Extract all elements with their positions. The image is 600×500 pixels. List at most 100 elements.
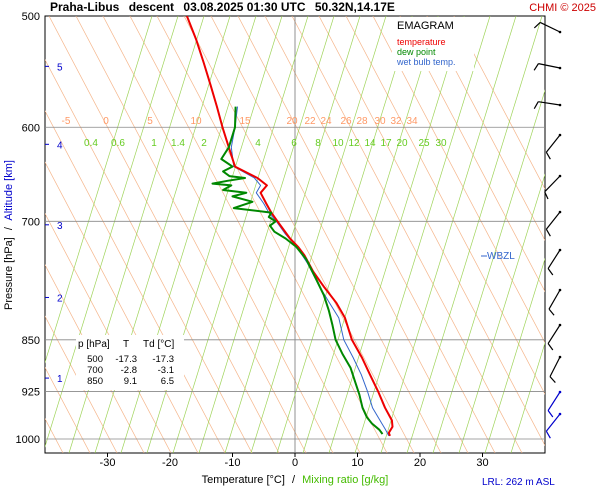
svg-text:Praha-Libus descent 03: Praha-Libus descent 03.08.2025 01:30 UTC…	[50, 0, 395, 14]
mixing-ratio-line	[484, 257, 545, 453]
isotherm-label: 32	[390, 116, 402, 127]
sounding-mode: descent	[129, 0, 174, 14]
mixing-ratio-label: 30	[435, 138, 447, 149]
series-temperature	[185, 16, 394, 437]
isotherm-line	[45, 110, 226, 453]
wind-barb	[547, 323, 562, 351]
isotherm-line	[426, 16, 545, 241]
pressure-tick-label: 600	[22, 122, 40, 134]
temp-tick-label: 10	[351, 457, 363, 469]
isotherm-line	[399, 16, 545, 293]
temp-tick-label: -20	[162, 457, 178, 469]
isotherm-line	[372, 16, 545, 344]
wind-barb	[548, 288, 562, 316]
isotherm-line	[318, 16, 545, 447]
pressure-tick-label: 1000	[16, 434, 40, 446]
wind-barb	[545, 133, 562, 160]
pressure-tick-label: 925	[22, 386, 40, 398]
isotherm-label: 0	[103, 116, 109, 127]
altitude-tick-label: 2	[57, 293, 63, 304]
wind-barb-dot	[558, 133, 562, 137]
wind-barb-dot	[558, 390, 562, 394]
isotherm-label: 28	[356, 116, 368, 127]
mixing-ratio-label: 10	[332, 138, 344, 149]
wind-barb-flag	[548, 308, 555, 316]
table-header-t: T	[123, 339, 129, 350]
wind-barb-staff	[538, 63, 561, 69]
wind-barb-staff	[547, 249, 561, 269]
isotherm-label: 26	[340, 116, 352, 127]
altitude-tick-label: 3	[57, 221, 63, 232]
mixing-ratio-label: 0.6	[111, 138, 125, 149]
temp-tick-label: -10	[225, 457, 241, 469]
wind-barb-dot	[558, 355, 562, 359]
wind-barb-dot	[558, 412, 562, 416]
wbzl-marker: WBZL	[481, 251, 515, 262]
pressure-tick-label: 700	[22, 216, 40, 228]
isotherm-line	[156, 16, 388, 453]
mixing-ratio-label: 25	[418, 138, 430, 149]
sounding-datetime: 03.08.2025 01:30 UTC	[183, 0, 305, 14]
wind-barb	[544, 174, 562, 200]
wind-barb-flag	[533, 101, 539, 109]
mixing-ratio-label: 6	[291, 138, 297, 149]
wind-barb	[549, 355, 562, 383]
wind-barb-dot	[558, 66, 562, 70]
temp-tick-label: 0	[292, 457, 298, 469]
temp-tick-label: 30	[476, 457, 488, 469]
wind-barb-flag	[547, 343, 554, 351]
legend-item-temperature: temperature	[397, 37, 446, 47]
wind-barb-dot	[558, 174, 562, 178]
mixing-ratio-label: 20	[396, 138, 408, 149]
wind-barb-dot	[558, 248, 562, 252]
isotherm-line	[45, 58, 253, 453]
wind-barb-flag	[547, 268, 554, 276]
wind-barb-flag	[544, 191, 549, 200]
isotherm-line	[264, 16, 496, 453]
wind-barb-staff	[538, 101, 561, 106]
isotherm-line	[75, 16, 307, 453]
wind-barb-staff	[545, 134, 561, 153]
isotherm-label: 10	[190, 116, 202, 127]
isotherm-line	[345, 16, 545, 395]
table-cell: -17.3	[152, 354, 174, 365]
mixing-ratio-label: 1.4	[171, 138, 185, 149]
wind-barb-staff	[545, 211, 561, 230]
wind-barb-flag	[545, 430, 551, 439]
isotherm-line	[45, 366, 91, 453]
table-header-td: Td [°C]	[143, 339, 174, 350]
wind-barb	[533, 101, 562, 109]
wind-barb-staff	[547, 391, 561, 411]
isotherm-label: 24	[320, 116, 332, 127]
wind-barb-flag	[547, 410, 554, 418]
legend-item-wet-bulb: wet bulb temp.	[396, 57, 456, 67]
isotherm-label: 5	[147, 116, 153, 127]
table-cell: -17.3	[115, 354, 137, 365]
table-cell: -2.8	[121, 365, 137, 376]
wind-barb-dot	[558, 30, 562, 34]
isotherm-line	[210, 16, 442, 453]
wind-barb-staff	[547, 324, 561, 344]
table-cell: 9.1	[124, 376, 137, 387]
isotherm-line	[453, 16, 545, 190]
wind-barb-dot	[558, 210, 562, 214]
mixing-ratio-line	[432, 89, 545, 453]
mixing-ratio-label: 0.4	[84, 138, 98, 149]
wind-barb-staff	[545, 413, 561, 432]
sounding-series	[185, 16, 394, 437]
mixing-ratio-line	[45, 16, 179, 448]
table-header-p: p [hPa]	[78, 339, 110, 350]
line-labels: -5 0 5 10 15 20 22 24 26 28 30 32 340.4 0.6 1 1.4 2 4 6 8 10…	[62, 116, 447, 149]
mixing-ratio-line	[302, 16, 439, 453]
mixing-ratio-label: 2	[201, 138, 207, 149]
wind-barb-dot	[558, 323, 562, 327]
wind-barb	[547, 248, 562, 276]
mixing-ratio-line	[380, 16, 517, 453]
station-coords: 50.32N,14.17E	[315, 0, 395, 14]
mixing-ratio-line	[172, 16, 309, 453]
wind-barb-dot	[558, 288, 562, 292]
wind-barb-staff	[549, 356, 561, 377]
table-cell: -3.1	[158, 365, 174, 376]
wind-barb-staff	[544, 175, 561, 193]
